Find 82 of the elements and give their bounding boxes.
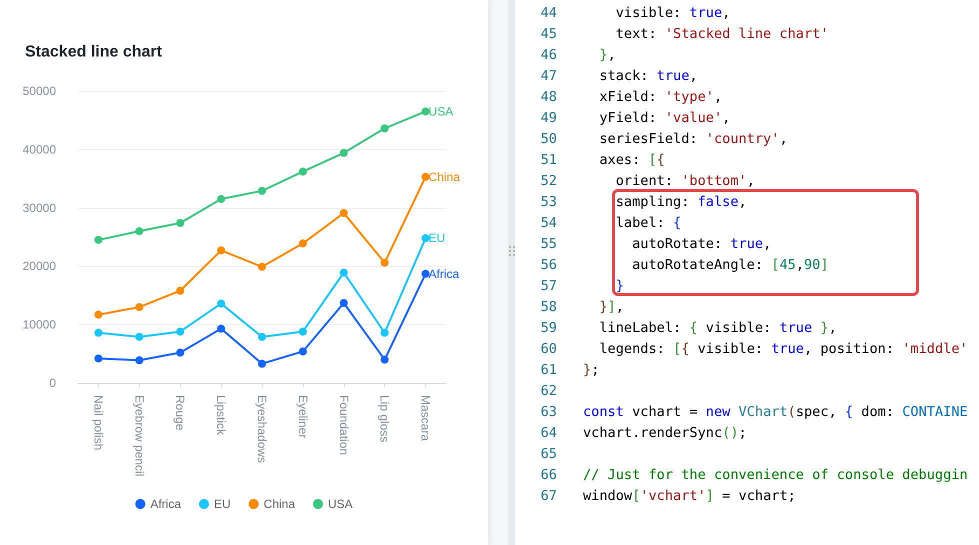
point [94, 354, 102, 362]
y-tick-label: 40000 [22, 142, 56, 156]
point [135, 303, 144, 312]
legend-label: USA [328, 497, 353, 511]
y-tick-label: 0 [49, 376, 56, 390]
point [217, 246, 226, 254]
text: 50 seriesField: 'country', [540, 131, 788, 147]
point [217, 300, 226, 308]
point [258, 186, 266, 195]
point [340, 268, 348, 277]
point [135, 227, 144, 236]
point [94, 236, 102, 244]
x-tick-label: Lipstick [214, 395, 228, 436]
point [217, 195, 226, 204]
legend-label: China [264, 497, 296, 511]
x-tick-label: Eyeshadows [255, 395, 269, 464]
x-tick-label: Lip gloss [378, 395, 392, 442]
text: 56 autoRotateAngle: [45,90] [540, 257, 829, 273]
text: 53 sampling: false, [540, 194, 747, 210]
text: 52 orient: 'bottom', [540, 173, 755, 189]
point [380, 124, 389, 132]
point [298, 168, 307, 176]
y-tick-label: 10000 [22, 318, 56, 332]
x-tick-label: Mascara [418, 395, 433, 442]
text: 58 }], [540, 299, 624, 315]
x-tick-label: Eyebrow pencil [132, 395, 146, 476]
point [258, 332, 266, 341]
point [422, 234, 430, 242]
point [258, 262, 266, 271]
text: 45 text: 'Stacked line chart' [540, 26, 829, 42]
x-tick-label: Eyeliner [296, 395, 310, 438]
text: 60 legends: [{ visible: true, position: 'middle' [540, 341, 968, 357]
x-tick-label: Nail polish [91, 395, 106, 450]
text: 65 [540, 446, 557, 462]
point [176, 286, 184, 295]
text: 48 xField: 'type', [540, 89, 722, 105]
text: 61 }; [540, 362, 600, 378]
text: 57 } [540, 278, 624, 294]
point [176, 348, 184, 357]
point [380, 258, 389, 267]
point [258, 360, 266, 368]
point [176, 218, 184, 227]
text: 59 lineLabel: { visible: true }, [540, 320, 837, 336]
text: USA [428, 104, 454, 118]
text: Africa [428, 266, 460, 281]
y-tick-label: 30000 [22, 200, 56, 215]
text: 66 // Just for the convenience of console debuggin [540, 467, 968, 483]
point [298, 328, 307, 336]
text: 49 yField: 'value', [540, 110, 730, 126]
point [135, 356, 144, 364]
x-tick-label: Rouge [173, 395, 188, 431]
point [380, 328, 389, 337]
text: 51 axes: [{ [540, 152, 665, 168]
text: 55 autoRotate: true, [540, 236, 772, 252]
point [380, 356, 389, 364]
chart-title: Stacked line chart [25, 44, 163, 60]
text: China [428, 170, 460, 184]
text: 64 vchart.renderSync(); [540, 425, 747, 441]
point [176, 328, 184, 336]
text: 67 window['vchart'] = vchart; [540, 488, 796, 504]
point [298, 347, 307, 356]
legend-label: EU [214, 497, 231, 511]
text: 46 }, [540, 47, 616, 63]
text: 54 label: { [540, 215, 682, 231]
y-tick-label: 50000 [22, 84, 56, 98]
point [135, 332, 144, 341]
point [298, 239, 307, 248]
point [340, 298, 348, 307]
text: EU [428, 231, 446, 246]
point [422, 107, 430, 116]
point [340, 209, 348, 218]
point [217, 324, 226, 333]
text: 62 [540, 383, 557, 399]
text: 44 visible: true, [540, 5, 730, 21]
legend-label: Africa [150, 497, 182, 511]
point [94, 310, 102, 319]
text: 63 const vchart = new VChart(spec, { dom: CONTAINE [540, 404, 968, 420]
y-tick-label: 20000 [22, 259, 56, 274]
text: 47 stack: true, [540, 68, 698, 84]
point [340, 148, 348, 157]
point [94, 328, 102, 337]
x-tick-label: Foundation [336, 395, 351, 456]
